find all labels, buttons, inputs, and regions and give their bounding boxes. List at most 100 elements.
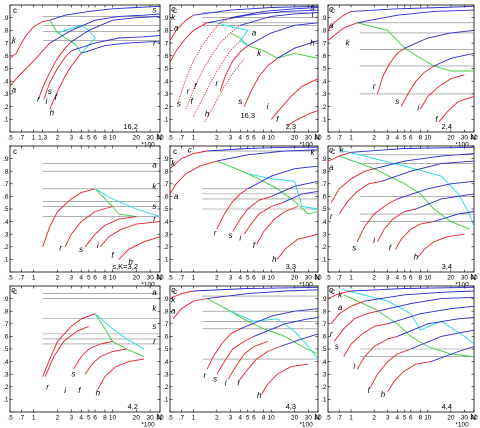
red-curve: [169, 160, 217, 195]
x-tick-label: .5: [325, 135, 331, 142]
x-tick-label: 30: [147, 415, 155, 422]
y-tick-label: .3: [3, 371, 9, 378]
curve-label: i: [239, 233, 241, 242]
x-tick-label: 6: [409, 275, 413, 282]
red-curve: [327, 10, 352, 31]
y-tick-label: .2: [163, 244, 169, 251]
x-tick-label: 20: [133, 135, 141, 142]
curve-label: a: [174, 192, 179, 201]
red-curve: [64, 206, 113, 247]
curve-label: k: [171, 159, 176, 168]
x-tick-label: 10: [424, 415, 432, 422]
x-tick-label: 4: [238, 415, 242, 422]
x-tick-label: 30: [461, 135, 469, 142]
curve-label: s: [395, 97, 399, 106]
x-tick-label: .5: [7, 275, 13, 282]
curve-label: i: [267, 102, 269, 111]
curve-label: s: [79, 245, 83, 254]
x-tick-label: 2: [372, 135, 376, 142]
curve-label: h: [257, 391, 262, 400]
x-tick-label: 10: [424, 135, 432, 142]
curve-label: i: [225, 379, 227, 388]
red-curve: [9, 42, 51, 87]
x-axis-label: N: [470, 413, 476, 422]
x-multiplier: *100: [299, 422, 313, 428]
x-tick-label: 30: [305, 135, 313, 142]
curve-label: i: [97, 241, 99, 250]
x-tick-label: 30: [147, 135, 155, 142]
y-tick-label: .5: [3, 346, 9, 353]
blue-curve: [404, 29, 475, 49]
curve-label: k: [340, 145, 345, 154]
panel-2-4: .1 .2 .3 .4 .5 .6 .7 .8 .9 .5 .7 1 2 3 4 5 6 8 10 20 30 40 c N*…: [321, 4, 478, 148]
blue-curve: [240, 12, 319, 26]
y-tick-label: .8: [3, 308, 9, 315]
x-tick-label: 2: [215, 415, 219, 422]
x-tick-label: 4: [79, 415, 83, 422]
red-dotted-curve: [204, 58, 245, 123]
red-curve: [73, 340, 113, 370]
y-tick-label: .9: [163, 296, 169, 303]
y-tick-label: .7: [163, 321, 169, 328]
x-axis-label: N: [314, 273, 320, 282]
y-tick-label: .7: [163, 40, 169, 47]
curve-label: f: [191, 97, 194, 106]
blue-curve: [216, 149, 319, 162]
curve-label: c: [329, 145, 333, 154]
red-curve: [377, 208, 416, 243]
red-curve: [38, 41, 72, 100]
curve-label: h: [414, 252, 419, 261]
y-tick-label: .2: [321, 244, 327, 251]
red-curve: [261, 363, 309, 395]
red-curve: [43, 50, 72, 100]
y-tick-label: .5: [163, 206, 169, 213]
x-tick-label: 10: [109, 135, 117, 142]
x-tick-label: 40: [314, 415, 322, 422]
y-tick-label: .2: [321, 384, 327, 391]
curve-label: a: [329, 21, 334, 30]
panel-3-4: .1.2.3.4.5.6.7.8.9.5.7 1 2 3 4 5 6 8 10 20 30 40cN*…: [321, 145, 478, 288]
curve-label: a: [12, 86, 17, 95]
curve-label: s: [311, 3, 315, 12]
curve-label: h: [205, 110, 210, 119]
curve-label: i: [417, 103, 419, 112]
curve-label: k: [171, 295, 176, 304]
red-curve: [169, 22, 208, 63]
x-tick-label: 1: [32, 275, 36, 282]
red-curve: [216, 336, 255, 375]
panel-title: 2,4: [442, 122, 452, 131]
x-tick-label: 8: [262, 275, 266, 282]
curve-label: k: [171, 13, 176, 22]
y-tick-label: .2: [163, 384, 169, 391]
curve-label: a: [174, 23, 179, 32]
y-tick-label: .3: [3, 91, 9, 98]
red-curve: [286, 109, 319, 127]
y-tick-label: .9: [3, 15, 9, 22]
y-tick-label: .7: [321, 40, 327, 47]
x-tick-label: 30: [461, 415, 469, 422]
blue-curve: [433, 211, 475, 223]
curve-label: a: [329, 163, 334, 172]
y-tick-label: .4: [321, 219, 327, 226]
y-tick-label: .7: [3, 321, 9, 328]
red-curve: [172, 298, 208, 320]
red-curve: [387, 361, 432, 393]
blue-curve: [240, 308, 319, 330]
red-curve: [338, 180, 382, 215]
y-tick-label: .5: [321, 66, 327, 73]
y-tick-label: .9: [321, 156, 327, 163]
x-axis-label: N: [470, 133, 476, 142]
red-curve: [206, 328, 241, 370]
x-tick-label: .5: [7, 415, 13, 422]
x-tick-label: .7: [19, 135, 25, 142]
red-curve: [42, 313, 96, 377]
y-tick-label: .8: [163, 28, 169, 35]
y-tick-label: .9: [321, 15, 327, 22]
curve-label: f: [435, 115, 438, 124]
red-curve: [99, 221, 161, 248]
y-axis-label: c: [173, 147, 177, 156]
green-curve: [357, 22, 474, 72]
x-tick-label: 30: [461, 275, 469, 282]
panel-4-3: .1.2.3.4.5.6.7.8.9.5.7 1 2 3 4 5 6 8 10 20 30 40cN*…: [163, 285, 322, 428]
x-tick-label: 1: [32, 415, 36, 422]
